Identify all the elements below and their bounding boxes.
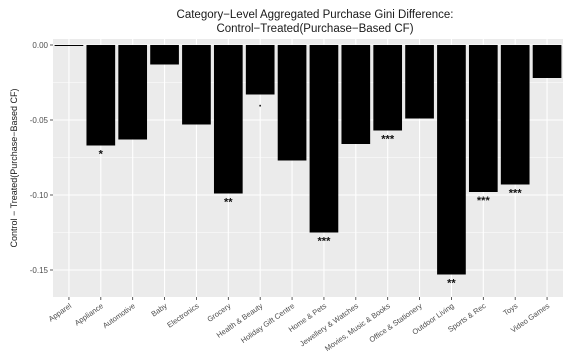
bar — [405, 45, 434, 119]
significance-label: *** — [381, 134, 395, 146]
significance-label: *** — [509, 188, 523, 200]
chart-title-line2: Control−Treated(Purchase−Based CF) — [216, 23, 413, 35]
bar — [86, 45, 116, 146]
y-tick-label: -0.05 — [30, 116, 49, 125]
bar — [341, 45, 371, 144]
bar — [54, 45, 84, 46]
significance-label: *** — [318, 236, 332, 248]
x-tick-label: Toys — [502, 301, 520, 317]
bars-group — [54, 45, 562, 275]
chart-title-line1: Category−Level Aggregated Purchase Gini … — [177, 9, 454, 21]
y-axis-label: Control − Treated(Purchase−Based CF) — [9, 88, 19, 247]
significance-label: ** — [447, 278, 456, 290]
bar — [500, 45, 530, 185]
bar — [182, 45, 211, 125]
bar — [118, 45, 148, 140]
x-tick-label: Apparel — [47, 301, 74, 323]
bar — [468, 45, 498, 192]
significance-label: . — [259, 98, 262, 110]
significance-label: ** — [224, 197, 233, 209]
y-tick-label: -0.15 — [30, 266, 49, 275]
bar — [532, 45, 562, 78]
x-tick-label: Baby — [150, 301, 169, 318]
x-tick-label: Automotive — [101, 301, 137, 330]
bar — [245, 45, 275, 95]
y-tick-label: -0.10 — [30, 191, 49, 200]
y-axis-ticks: 0.00 -0.05 -0.10 -0.15 — [30, 41, 53, 275]
x-tick-label: Electronics — [165, 301, 200, 330]
y-tick-label: 0.00 — [32, 41, 48, 50]
significance-label: * — [99, 149, 104, 161]
bar — [150, 45, 179, 65]
x-tick-label: Grocery — [205, 301, 232, 324]
x-tick-label: Holiday Gift Centre — [239, 301, 296, 345]
bar — [373, 45, 403, 131]
bar — [277, 45, 307, 161]
significance-label: *** — [477, 195, 491, 207]
x-tick-label: Appliance — [73, 301, 105, 327]
bar — [309, 45, 339, 233]
bar — [437, 45, 466, 275]
bar — [213, 45, 243, 194]
significance-labels: ***.************** — [99, 98, 523, 290]
